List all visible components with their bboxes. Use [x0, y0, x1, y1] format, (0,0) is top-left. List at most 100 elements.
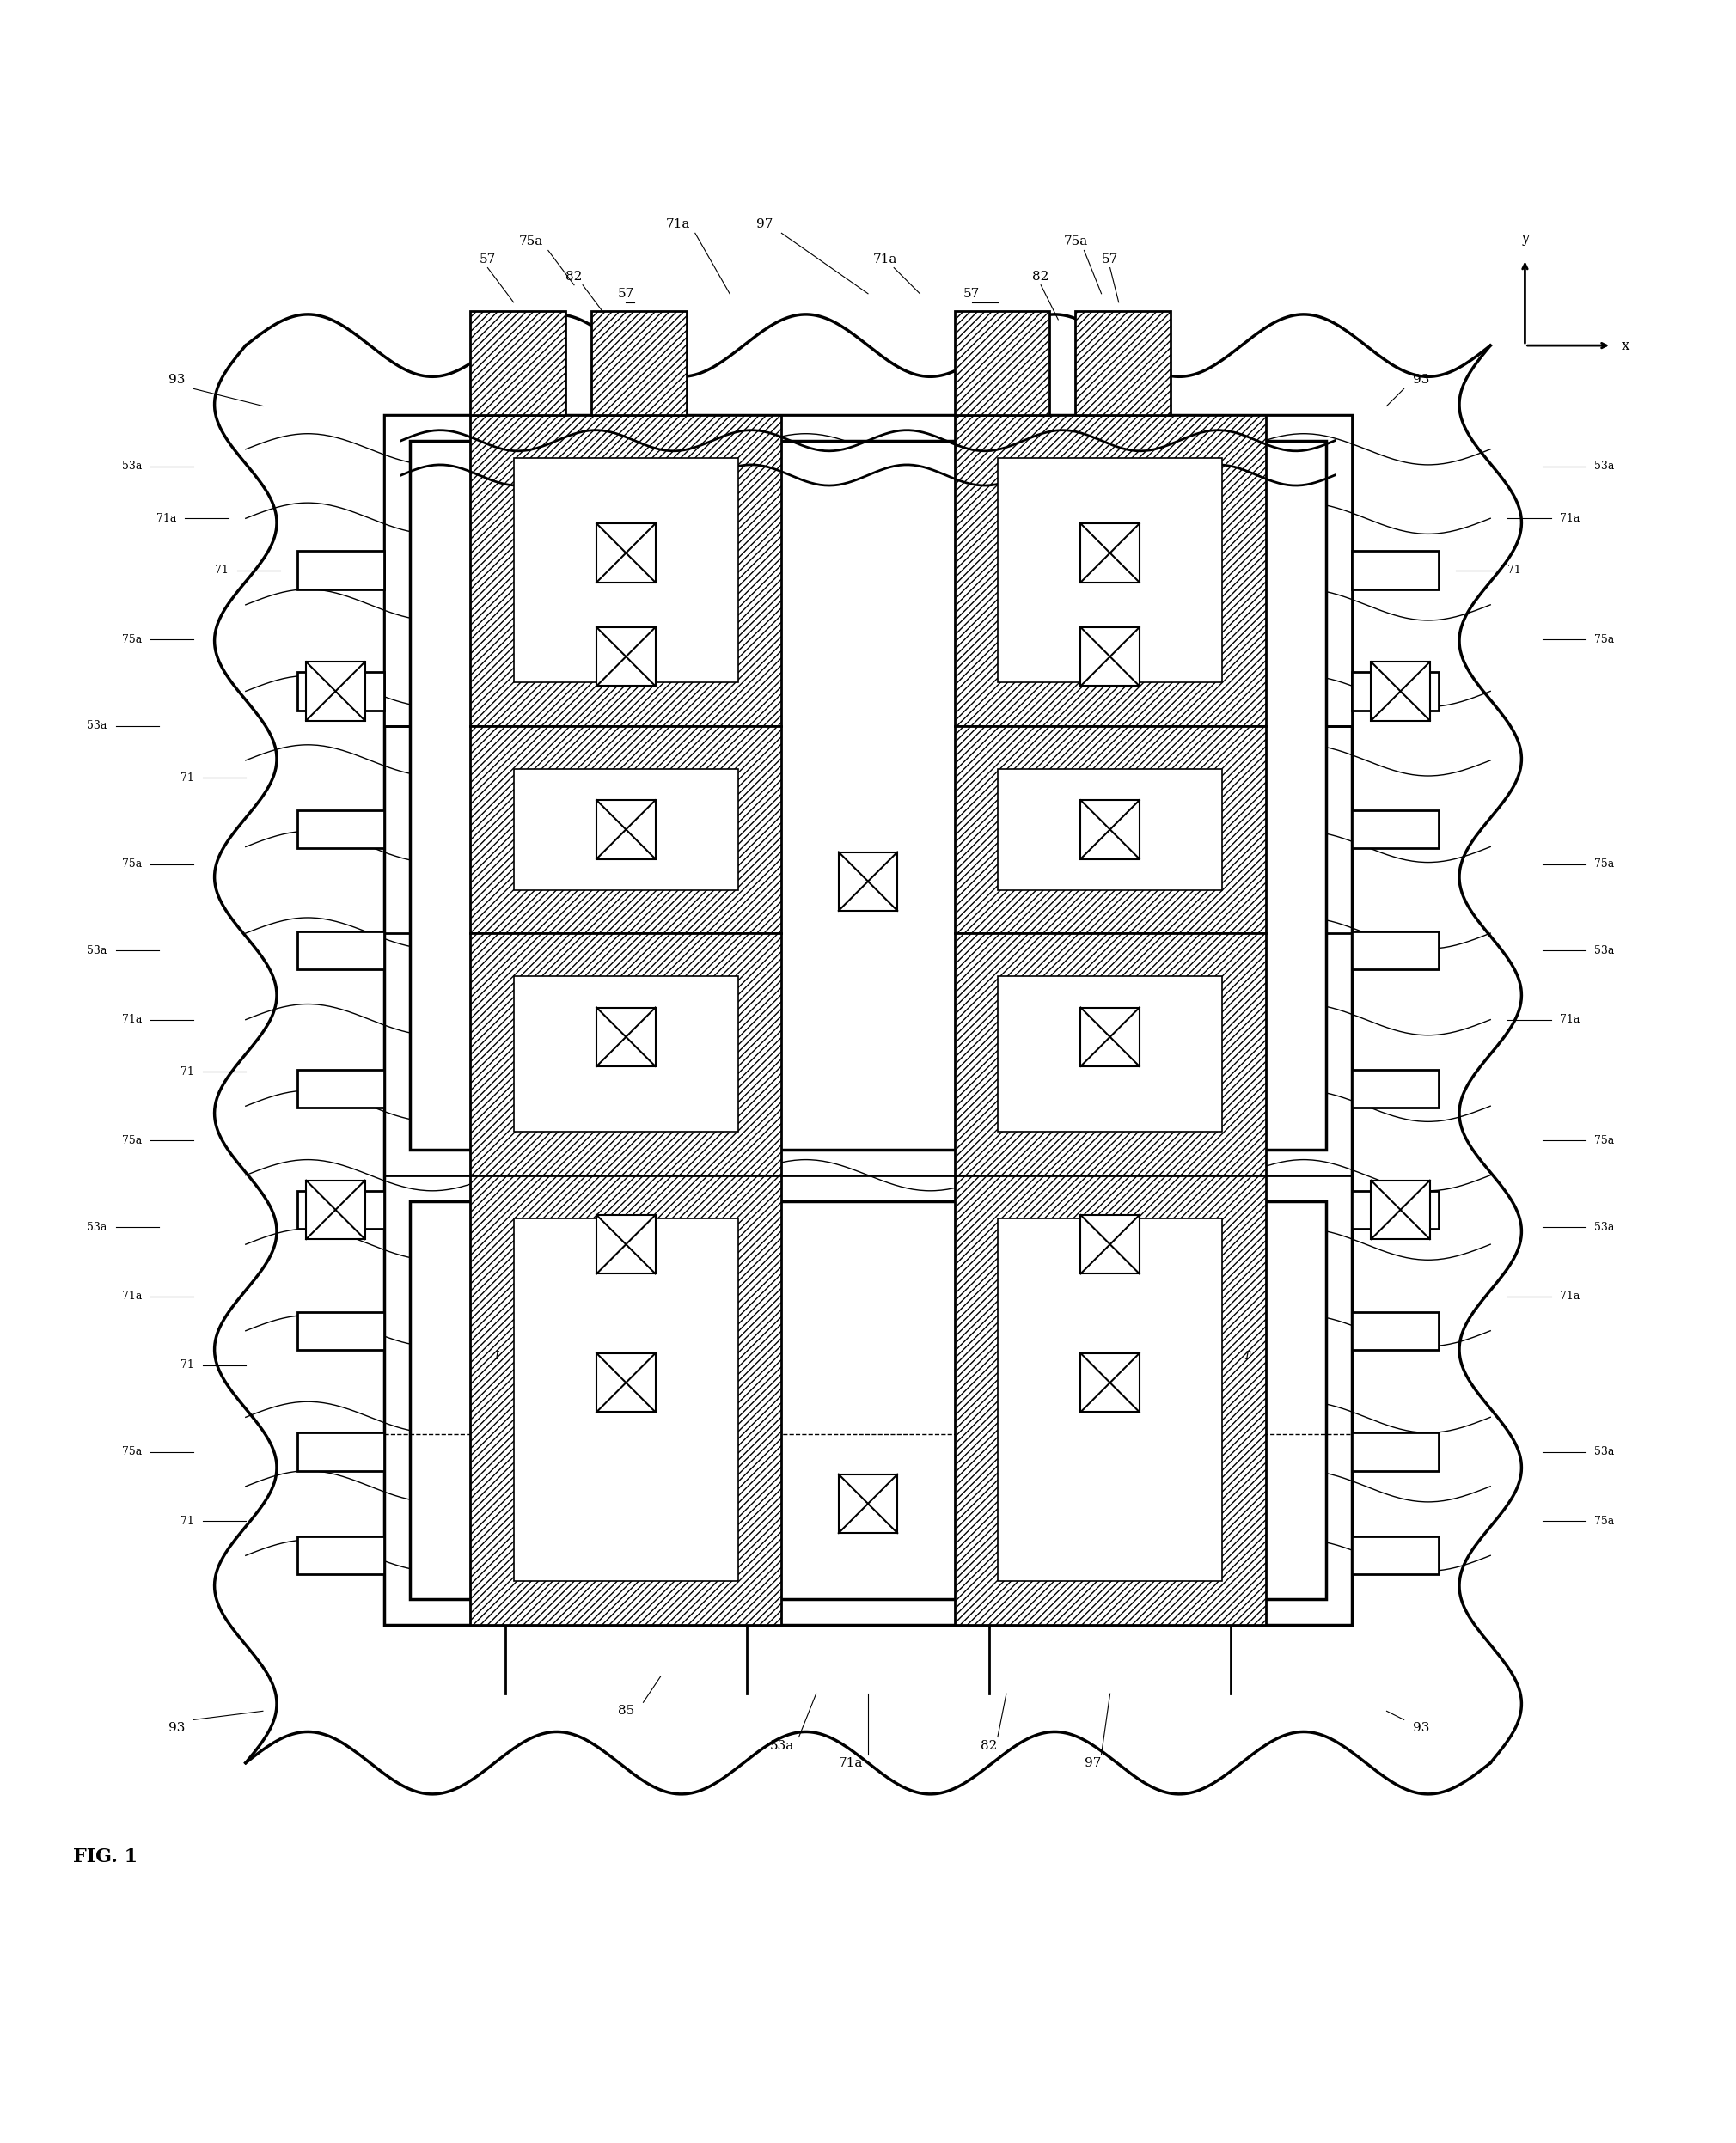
- Text: 53a: 53a: [1594, 461, 1614, 471]
- Bar: [306, 1181, 365, 1239]
- Bar: [955, 1174, 1266, 1624]
- Bar: [297, 1192, 384, 1228]
- Bar: [1352, 1434, 1439, 1470]
- Bar: [1352, 673, 1439, 709]
- Bar: [297, 810, 384, 849]
- Text: 82: 82: [1033, 270, 1049, 283]
- Bar: [1352, 810, 1439, 849]
- Bar: [955, 1174, 1266, 1624]
- Bar: [470, 414, 781, 726]
- Bar: [470, 1174, 781, 1624]
- Text: 53a: 53a: [1594, 1222, 1614, 1232]
- Text: I: I: [495, 1350, 498, 1363]
- Bar: [384, 414, 1352, 726]
- Bar: [998, 769, 1222, 889]
- Text: 71a: 71a: [873, 253, 898, 266]
- Bar: [514, 1219, 738, 1582]
- Bar: [1076, 311, 1170, 414]
- Text: 53a: 53a: [87, 1222, 108, 1232]
- Bar: [838, 1474, 898, 1532]
- Text: 53a: 53a: [87, 945, 108, 956]
- Text: 75a: 75a: [1594, 1515, 1614, 1526]
- Bar: [1080, 523, 1139, 583]
- Text: 71: 71: [181, 1361, 194, 1372]
- Bar: [955, 726, 1266, 932]
- Bar: [597, 628, 656, 686]
- Text: 75a: 75a: [1594, 1136, 1614, 1147]
- Text: 71a: 71a: [122, 1014, 142, 1024]
- Text: y: y: [1521, 231, 1529, 246]
- Text: 75a: 75a: [122, 859, 142, 870]
- Bar: [1080, 628, 1139, 686]
- Text: 71a: 71a: [665, 219, 689, 231]
- Text: 82: 82: [566, 270, 582, 283]
- Bar: [998, 1219, 1222, 1582]
- Bar: [514, 769, 738, 889]
- Text: 53a: 53a: [1594, 945, 1614, 956]
- Text: 93: 93: [1413, 375, 1429, 386]
- Text: 71a: 71a: [122, 1290, 142, 1301]
- Bar: [998, 459, 1222, 684]
- Bar: [597, 799, 656, 859]
- Bar: [514, 977, 738, 1132]
- Bar: [410, 441, 1326, 1149]
- Text: 93: 93: [168, 375, 184, 386]
- Text: 71: 71: [215, 564, 229, 576]
- Text: 75a: 75a: [122, 1136, 142, 1147]
- Bar: [592, 311, 686, 414]
- Bar: [470, 311, 566, 414]
- Text: 82: 82: [981, 1740, 998, 1751]
- Text: FIG. 1: FIG. 1: [73, 1847, 137, 1867]
- Bar: [470, 726, 781, 932]
- Text: 57: 57: [479, 253, 496, 266]
- Bar: [597, 1352, 656, 1412]
- Text: 53a: 53a: [769, 1740, 793, 1751]
- Text: 71: 71: [181, 771, 194, 782]
- Text: 53a: 53a: [87, 720, 108, 731]
- Text: 71a: 71a: [1559, 512, 1580, 523]
- Bar: [838, 853, 898, 911]
- Text: 75a: 75a: [1594, 859, 1614, 870]
- Bar: [470, 726, 781, 932]
- Bar: [597, 1215, 656, 1273]
- Bar: [297, 1312, 384, 1350]
- Bar: [384, 414, 1352, 1624]
- Text: 75a: 75a: [122, 634, 142, 645]
- Text: 71: 71: [181, 1515, 194, 1526]
- Bar: [297, 932, 384, 969]
- Bar: [306, 662, 365, 720]
- Bar: [1352, 1312, 1439, 1350]
- Bar: [470, 932, 781, 1174]
- Bar: [998, 977, 1222, 1132]
- Text: I': I': [1245, 1350, 1252, 1363]
- Bar: [1352, 1069, 1439, 1108]
- Text: 53a: 53a: [122, 461, 142, 471]
- Text: 85: 85: [618, 1706, 634, 1717]
- Bar: [297, 1537, 384, 1575]
- Bar: [470, 311, 566, 414]
- Bar: [592, 311, 686, 414]
- Bar: [410, 1200, 1326, 1599]
- Text: 57: 57: [963, 287, 981, 300]
- Bar: [955, 311, 1050, 414]
- Bar: [955, 311, 1050, 414]
- Text: 75a: 75a: [122, 1447, 142, 1457]
- Bar: [1080, 1215, 1139, 1273]
- Text: 57: 57: [1102, 253, 1118, 266]
- Text: 71: 71: [181, 1065, 194, 1078]
- Text: 53a: 53a: [1594, 1447, 1614, 1457]
- Bar: [1352, 932, 1439, 969]
- Bar: [597, 1007, 656, 1067]
- Bar: [470, 1174, 781, 1624]
- Bar: [955, 414, 1266, 726]
- Text: 93: 93: [168, 1723, 184, 1734]
- Bar: [297, 673, 384, 709]
- Bar: [1080, 1007, 1139, 1067]
- Bar: [1371, 1181, 1430, 1239]
- Bar: [514, 459, 738, 684]
- Bar: [955, 414, 1266, 726]
- Bar: [597, 523, 656, 583]
- Text: 57: 57: [618, 287, 634, 300]
- Text: 71a: 71a: [1559, 1290, 1580, 1301]
- Text: 97: 97: [1085, 1757, 1101, 1768]
